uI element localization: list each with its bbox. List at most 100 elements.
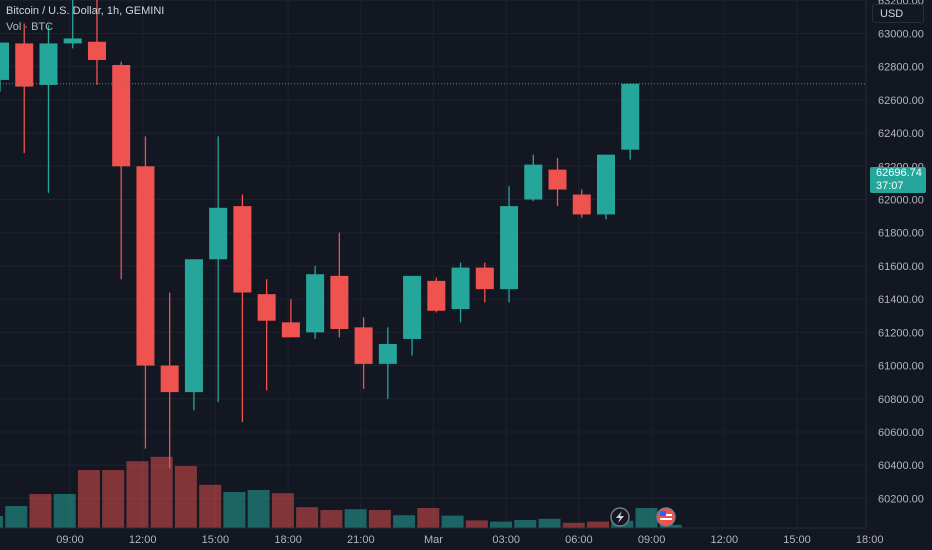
volume-bar bbox=[296, 507, 319, 528]
candle[interactable] bbox=[15, 23, 34, 154]
volume-bars bbox=[0, 456, 682, 528]
volume-bar bbox=[0, 516, 3, 528]
volume-bar bbox=[344, 509, 367, 528]
volume-bar bbox=[465, 520, 488, 528]
candle[interactable] bbox=[136, 136, 155, 449]
candle[interactable] bbox=[330, 232, 349, 338]
volume-bar bbox=[223, 492, 246, 528]
time-tick-label: 12:00 bbox=[129, 534, 157, 546]
price-tick-label: 61200.00 bbox=[878, 327, 924, 339]
volume-bar bbox=[538, 518, 561, 528]
volume-bar bbox=[393, 515, 416, 528]
candle[interactable] bbox=[597, 154, 615, 220]
candle-body bbox=[257, 294, 276, 321]
price-tick-label: 62600.00 bbox=[878, 95, 924, 107]
price-axis: 63800.0063600.0063400.0063200.0063000.00… bbox=[878, 0, 924, 505]
volume-bar bbox=[514, 520, 537, 528]
volume-bar bbox=[320, 510, 343, 528]
volume-bar bbox=[174, 466, 197, 528]
candle[interactable] bbox=[39, 25, 58, 193]
candle-body bbox=[524, 164, 543, 200]
candle-body bbox=[597, 154, 615, 215]
current-price-badge: 62696.74 37:07 bbox=[870, 167, 926, 193]
lightning-icon[interactable] bbox=[610, 507, 630, 527]
volume-bar bbox=[199, 484, 222, 528]
candle[interactable] bbox=[572, 189, 591, 218]
price-tick-label: 60400.00 bbox=[878, 460, 924, 472]
candle[interactable] bbox=[209, 136, 228, 403]
candle-countdown: 37:07 bbox=[876, 180, 904, 192]
candle[interactable] bbox=[427, 277, 446, 313]
price-tick-label: 63000.00 bbox=[878, 28, 924, 40]
candle[interactable] bbox=[500, 186, 519, 303]
candle[interactable] bbox=[354, 317, 373, 389]
volume-bar bbox=[659, 524, 682, 528]
candle[interactable] bbox=[403, 275, 422, 356]
volume-bar bbox=[247, 490, 270, 528]
candle[interactable] bbox=[0, 42, 9, 92]
candle-body bbox=[330, 275, 349, 330]
time-tick-label: 18:00 bbox=[274, 534, 302, 546]
candle[interactable] bbox=[621, 83, 640, 160]
candle-body bbox=[281, 322, 300, 338]
chart-title: Bitcoin / U.S. Dollar, 1h, GEMINI bbox=[6, 5, 165, 17]
candle-body bbox=[378, 343, 397, 364]
price-axis-bg bbox=[866, 0, 932, 550]
candle[interactable] bbox=[184, 259, 203, 411]
candle[interactable] bbox=[281, 299, 300, 338]
candle-body bbox=[209, 207, 228, 260]
volume-bar bbox=[53, 494, 76, 528]
time-tick-label: 09:00 bbox=[638, 534, 666, 546]
candle[interactable] bbox=[524, 154, 543, 202]
price-tick-label: 60200.00 bbox=[878, 493, 924, 505]
price-tick-label: 61800.00 bbox=[878, 228, 924, 240]
price-tick-label: 63200.00 bbox=[878, 0, 924, 7]
volume-bar bbox=[417, 508, 440, 528]
candle[interactable] bbox=[257, 279, 276, 391]
time-tick-label: 06:00 bbox=[565, 534, 593, 546]
candle-body bbox=[548, 169, 567, 190]
currency-button[interactable]: USD bbox=[872, 4, 924, 23]
price-tick-label: 60800.00 bbox=[878, 394, 924, 406]
candle-body bbox=[63, 38, 82, 44]
price-tick-label: 62000.00 bbox=[878, 195, 924, 207]
time-tick-label: 12:00 bbox=[711, 534, 739, 546]
candle-body bbox=[500, 206, 519, 290]
candle-body bbox=[403, 275, 422, 339]
candle[interactable] bbox=[233, 194, 252, 423]
candle[interactable] bbox=[378, 327, 397, 399]
volume-bar bbox=[441, 515, 464, 528]
volume-bar bbox=[587, 521, 609, 528]
time-tick-label: 03:00 bbox=[492, 534, 520, 546]
candle[interactable] bbox=[87, 0, 106, 85]
price-tick-label: 61400.00 bbox=[878, 294, 924, 306]
candle-body bbox=[39, 43, 58, 85]
time-axis: 09:00 12:00 15:00 18:00 21:00 Mar 03:00 06:00 09… bbox=[56, 534, 883, 546]
volume-bar bbox=[490, 521, 513, 528]
candle[interactable] bbox=[160, 292, 179, 469]
candle-body bbox=[354, 327, 373, 364]
volume-bar bbox=[77, 470, 100, 528]
candle[interactable] bbox=[112, 61, 131, 280]
price-tick-label: 61000.00 bbox=[878, 361, 924, 373]
candle[interactable] bbox=[548, 157, 567, 207]
candle[interactable] bbox=[451, 262, 470, 323]
time-tick-label: 15:00 bbox=[202, 534, 230, 546]
candle-body bbox=[306, 274, 325, 333]
candle-body bbox=[136, 166, 155, 366]
candle[interactable] bbox=[475, 262, 494, 303]
price-tick-label: 62800.00 bbox=[878, 62, 924, 74]
volume-bar bbox=[562, 522, 585, 528]
us-flag-icon[interactable] bbox=[656, 507, 676, 527]
volume-bar bbox=[126, 461, 149, 528]
candle-body bbox=[475, 267, 494, 290]
candle-body bbox=[87, 41, 106, 61]
volume-bar bbox=[271, 493, 294, 528]
candle[interactable] bbox=[63, 0, 82, 49]
volume-bar bbox=[102, 470, 125, 528]
volume-indicator-label[interactable]: Vol · BTC bbox=[6, 21, 54, 33]
candle-body bbox=[233, 206, 252, 293]
time-tick-label: 15:00 bbox=[783, 534, 811, 546]
candle[interactable] bbox=[306, 265, 325, 339]
